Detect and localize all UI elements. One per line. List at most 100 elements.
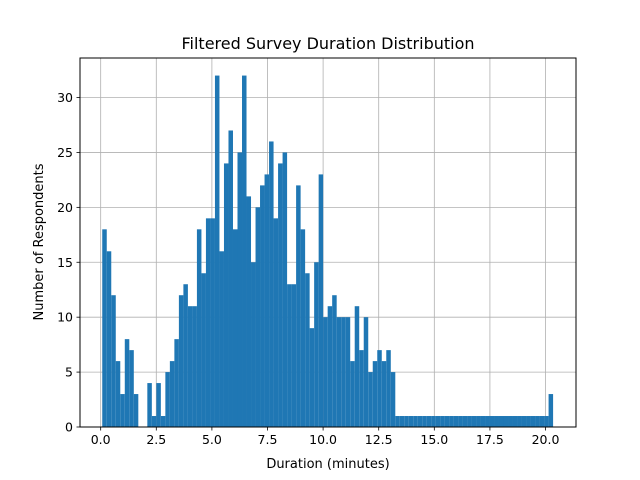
histogram-bar	[255, 207, 261, 427]
histogram-bar	[372, 361, 378, 427]
histogram-bar	[278, 163, 283, 427]
x-tick-label: 17.5	[476, 432, 504, 447]
histogram-bar	[498, 416, 504, 427]
histogram-bar	[467, 416, 472, 427]
histogram-bar	[471, 416, 477, 427]
histogram-bar	[377, 350, 382, 427]
histogram-bar	[381, 361, 387, 427]
histogram-bars	[102, 75, 554, 428]
histogram-bar	[395, 416, 400, 427]
histogram-bar	[178, 295, 184, 427]
histogram-bar	[106, 251, 112, 427]
histogram-bar	[332, 295, 337, 427]
histogram-bar	[530, 416, 536, 427]
y-tick-label: 25	[57, 145, 73, 160]
x-tick-label: 15.0	[420, 432, 448, 447]
histogram-bar	[548, 394, 554, 427]
histogram-bar	[260, 185, 265, 427]
histogram-bar	[480, 416, 486, 427]
x-tick-label: 2.5	[146, 432, 166, 447]
histogram-bar	[300, 229, 306, 427]
histogram-bar	[219, 251, 224, 427]
histogram-bar	[526, 416, 531, 427]
histogram-bar	[336, 317, 342, 427]
histogram-bar	[269, 141, 274, 427]
histogram-bar	[273, 218, 279, 427]
x-tick-label: 20.0	[532, 432, 560, 447]
histogram-bar	[535, 416, 540, 427]
histogram-bar	[124, 339, 130, 427]
histogram-bar	[264, 174, 270, 427]
histogram-bar	[462, 416, 468, 427]
plot-frame	[79, 57, 577, 428]
histogram-bar	[205, 218, 211, 427]
histogram-bar	[489, 416, 495, 427]
histogram-bar	[458, 416, 463, 427]
histogram-bar	[404, 416, 409, 427]
histogram-bar	[422, 416, 427, 427]
histogram-bar	[323, 317, 328, 427]
histogram-bar	[120, 394, 125, 427]
histogram-bar	[291, 284, 297, 427]
x-axis-label: Duration (minutes)	[266, 457, 389, 472]
histogram-bar	[183, 284, 188, 427]
histogram-bar	[431, 416, 436, 427]
histogram-bar	[115, 361, 121, 427]
histogram-bar	[133, 394, 139, 427]
x-tick-label: 12.5	[365, 432, 393, 447]
histogram-bar	[359, 350, 364, 427]
histogram-bar	[296, 185, 301, 427]
histogram-bar	[111, 295, 116, 427]
histogram-bar	[345, 317, 351, 427]
histogram-bar	[408, 416, 414, 427]
histogram-bar	[196, 229, 202, 427]
x-tick-label: 5.0	[202, 432, 222, 447]
y-tick-label: 15	[57, 255, 73, 270]
histogram-bar	[242, 75, 247, 428]
x-tick-label: 0.0	[91, 432, 111, 447]
axis-ticks: 0.0 2.5 5.0 7.5 10.0 12.5 15.0 17.5 20.0 0 5 10 15 20…	[57, 90, 559, 447]
histogram-bar	[327, 306, 333, 427]
histogram-bar	[228, 130, 233, 427]
histogram-bar	[341, 317, 346, 427]
histogram-bar	[440, 416, 445, 427]
histogram-bar	[539, 416, 545, 427]
histogram-bar	[214, 75, 220, 428]
histogram-bar	[232, 229, 238, 427]
histogram-bar	[444, 416, 450, 427]
histogram-bar	[426, 416, 432, 427]
histogram-bar	[350, 361, 355, 427]
histogram-bar	[521, 416, 527, 427]
histogram-bar	[417, 416, 423, 427]
x-tick-label: 7.5	[258, 432, 278, 447]
histogram-bar	[237, 152, 243, 428]
histogram-bar	[386, 350, 391, 427]
histogram-bar	[151, 416, 157, 427]
histogram-bar	[354, 306, 360, 427]
y-tick-label: 5	[65, 365, 73, 380]
histogram-bar	[390, 372, 396, 427]
histogram-bar	[453, 416, 459, 427]
histogram-bar	[363, 317, 369, 427]
histogram-bar	[512, 416, 518, 427]
histogram-bar	[169, 361, 175, 427]
histogram-bar	[494, 416, 499, 427]
histogram-bar	[251, 262, 256, 427]
histogram-bar	[508, 416, 513, 427]
y-tick-label: 30	[57, 90, 73, 105]
histogram-bar	[223, 163, 229, 427]
histogram-bar	[435, 416, 441, 427]
histogram-bar	[156, 383, 161, 427]
histogram-bar	[413, 416, 418, 427]
histogram-bar	[192, 306, 197, 427]
y-tick-label: 20	[57, 200, 73, 215]
histogram-bar	[210, 218, 215, 427]
histogram-bar	[165, 372, 170, 427]
histogram-bar	[314, 262, 319, 427]
histogram-bar	[318, 174, 324, 427]
histogram-bar	[309, 328, 315, 427]
histogram-bar	[517, 416, 522, 427]
histogram-bar	[187, 306, 193, 427]
